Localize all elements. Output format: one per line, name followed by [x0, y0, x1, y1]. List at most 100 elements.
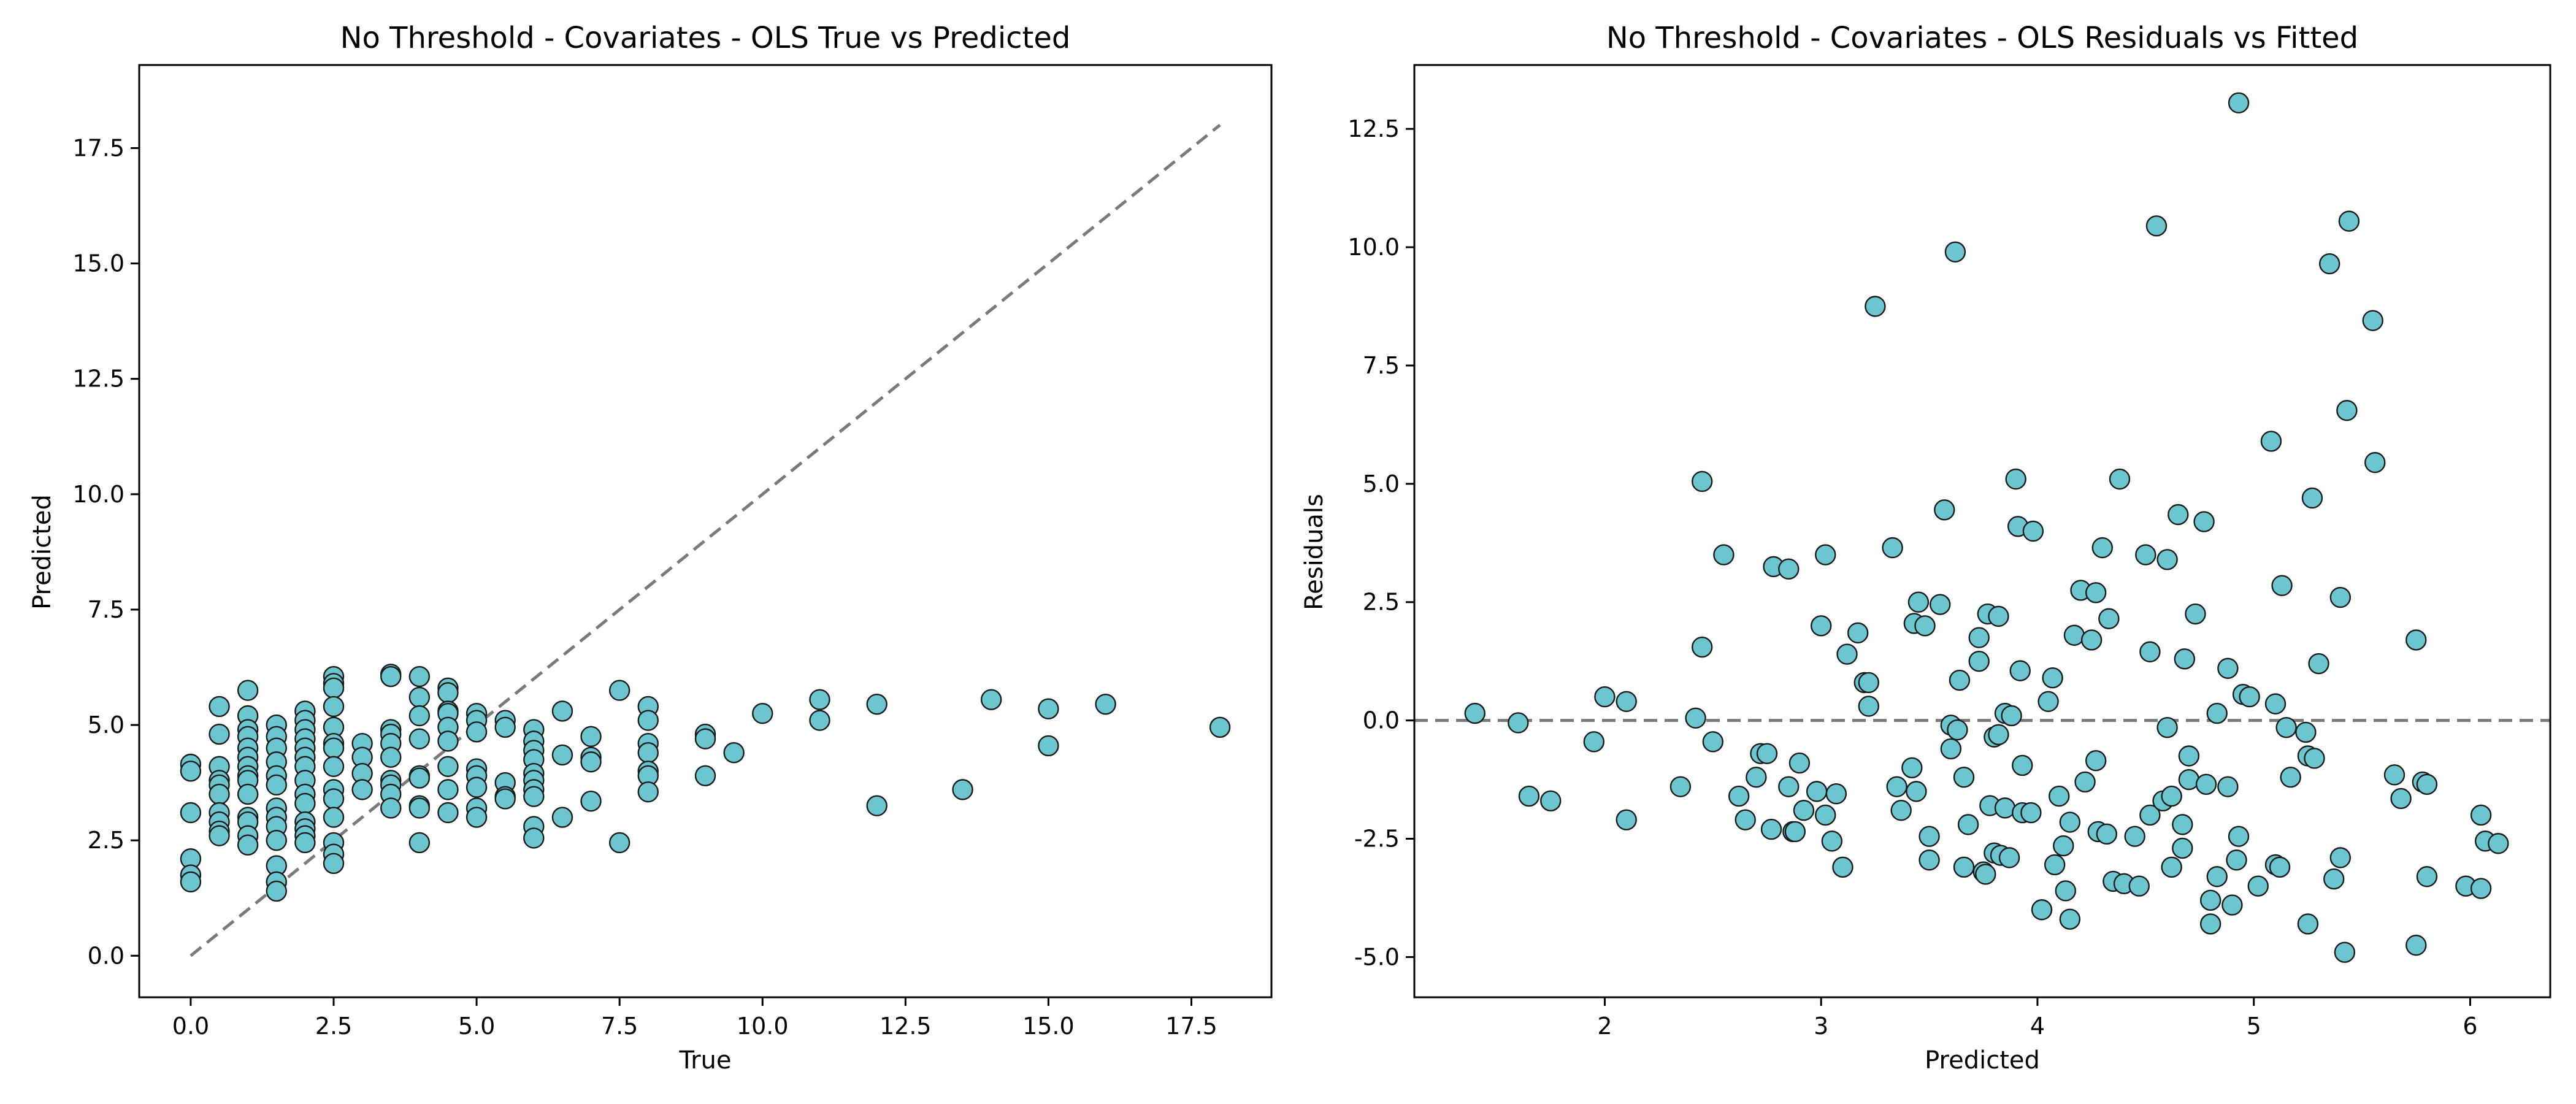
y-tick-label: 7.5 [1363, 352, 1400, 379]
y-tick-label: 17.5 [72, 134, 125, 161]
data-point [2037, 691, 2059, 712]
data-point [2139, 804, 2161, 826]
data-point [323, 696, 345, 718]
data-point [1865, 296, 1886, 317]
data-point [1713, 544, 1735, 565]
y-tick-label: 5.0 [1363, 470, 1400, 497]
data-point [2195, 773, 2217, 795]
data-point [2334, 941, 2356, 963]
data-point [980, 689, 1002, 710]
data-point [1209, 716, 1231, 738]
data-point [1998, 847, 2020, 868]
data-point [2295, 721, 2317, 743]
data-point [237, 834, 259, 856]
data-point [2217, 776, 2239, 797]
data-point [1685, 707, 1706, 729]
data-point [1940, 738, 1962, 760]
data-point [1540, 790, 1562, 811]
data-point [2174, 648, 2196, 670]
data-point [2085, 750, 2107, 772]
data-point [1906, 781, 1927, 802]
plot-title: No Threshold - Covariates - OLS True vs … [340, 21, 1071, 55]
data-point [1760, 818, 1782, 840]
data-point [2416, 866, 2438, 887]
y-tick-label: -5.0 [1354, 943, 1400, 970]
data-point [380, 797, 402, 819]
y-tick-label: 12.5 [1347, 115, 1400, 142]
data-point [580, 790, 602, 812]
x-tick-label: 7.5 [601, 1013, 638, 1040]
data-point [466, 776, 488, 798]
data-point [1988, 724, 2009, 745]
data-point [323, 807, 345, 828]
data-point [209, 783, 230, 805]
data-point [1508, 712, 1529, 734]
data-point [2178, 769, 2200, 791]
data-point [1616, 809, 1637, 830]
data-point [2228, 92, 2250, 113]
data-point [1953, 767, 1975, 788]
data-point [2128, 875, 2150, 897]
plot-frame [138, 64, 1273, 999]
data-point [2156, 549, 2178, 570]
data-point [1806, 781, 1828, 802]
data-point [209, 723, 230, 745]
data-point [2470, 804, 2492, 826]
data-point [523, 827, 545, 849]
x-tick-label: 10.0 [737, 1013, 789, 1040]
data-point [1919, 826, 1940, 847]
data-point [2172, 814, 2193, 835]
data-point [2199, 913, 2221, 935]
data-point [1975, 864, 1996, 885]
data-point [180, 802, 202, 824]
data-point [494, 788, 516, 810]
data-point [2221, 894, 2243, 916]
data-point [1594, 686, 1616, 708]
data-point [2264, 693, 2287, 715]
data-point [2001, 705, 2022, 727]
data-point [2275, 717, 2297, 738]
y-tick-label: 2.5 [1363, 589, 1400, 616]
data-point [2085, 582, 2107, 604]
data-point [209, 696, 230, 718]
data-point [2022, 520, 2044, 542]
data-point [1691, 636, 1713, 658]
data-point [1953, 856, 1975, 878]
data-point [809, 689, 830, 710]
data-point [408, 665, 431, 688]
data-point [1793, 800, 1815, 821]
data-point [866, 795, 887, 816]
true-vs-predicted-panel: No Threshold - Covariates - OLS True vs … [28, 21, 1273, 1075]
data-point [1815, 544, 1836, 565]
x-tick-label: 5 [2247, 1013, 2261, 1040]
data-point [2228, 826, 2250, 847]
data-point [408, 767, 431, 789]
data-point [1825, 783, 1847, 805]
data-point [1832, 856, 1853, 878]
data-point [437, 756, 459, 777]
data-point [408, 797, 431, 819]
data-point [637, 710, 659, 731]
data-point [2193, 511, 2215, 532]
data-point [2049, 785, 2070, 807]
y-tick-label: 12.5 [72, 366, 125, 393]
data-point [1810, 615, 1832, 637]
data-point [294, 792, 316, 815]
data-point [523, 786, 545, 807]
data-point [2260, 431, 2282, 452]
data-point [2226, 849, 2247, 871]
data-point [323, 737, 345, 759]
x-axis-label: Predicted [1925, 1046, 2040, 1075]
data-point [637, 781, 659, 803]
data-point [351, 779, 373, 800]
data-point [1944, 241, 1966, 263]
data-point [2080, 629, 2103, 651]
data-point [180, 761, 202, 782]
y-tick-label: -2.5 [1354, 826, 1400, 853]
data-point [551, 744, 573, 766]
data-point [323, 677, 345, 699]
y-tick-label: 2.5 [88, 827, 125, 854]
x-tick-label: 15.0 [1022, 1013, 1075, 1040]
data-point [1756, 743, 1778, 764]
